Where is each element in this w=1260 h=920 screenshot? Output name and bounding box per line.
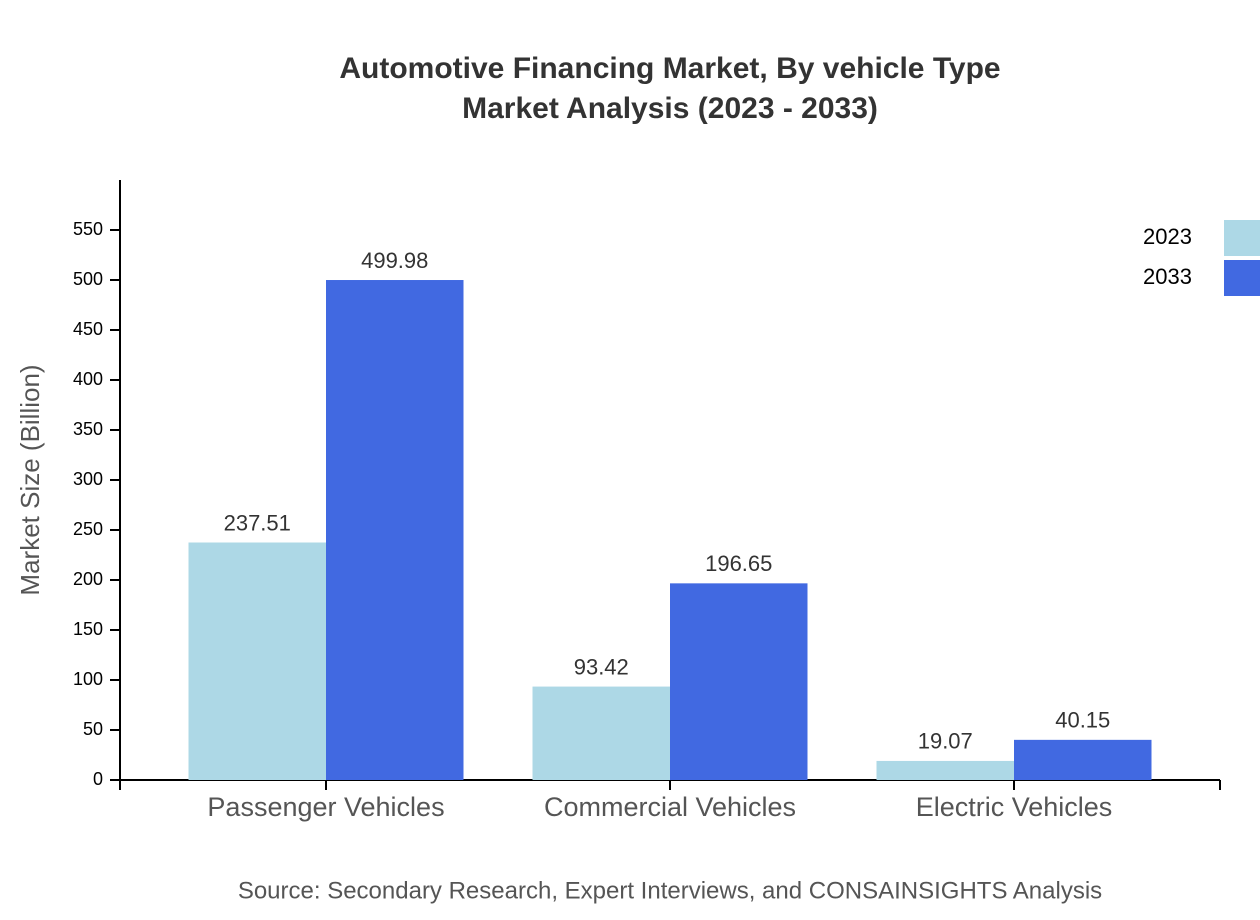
data-label: 40.15	[1055, 708, 1110, 733]
legend-swatch	[1224, 260, 1260, 296]
data-label: 19.07	[918, 729, 973, 754]
legend-label: 2023	[1143, 224, 1192, 249]
legend-swatch	[1224, 220, 1260, 256]
legend-label: 2033	[1143, 264, 1192, 289]
data-label: 196.65	[705, 551, 772, 576]
y-axis-label: Market Size (Billion)	[15, 364, 45, 595]
chart-title: Automotive Financing Market, By vehicle …	[339, 52, 1000, 85]
y-tick-label: 400	[73, 369, 103, 389]
data-label: 93.42	[574, 654, 629, 679]
data-label: 237.51	[224, 510, 291, 535]
bar	[670, 583, 808, 780]
y-tick-label: 500	[73, 269, 103, 289]
x-tick-label: Electric Vehicles	[916, 792, 1113, 822]
bar	[326, 280, 464, 780]
bar	[876, 760, 1014, 780]
y-tick-label: 350	[73, 419, 103, 439]
y-tick-label: 450	[73, 319, 103, 339]
x-tick-label: Commercial Vehicles	[544, 792, 796, 822]
bar	[532, 686, 670, 780]
y-tick-label: 0	[93, 769, 103, 789]
y-tick-label: 250	[73, 519, 103, 539]
x-tick-label: Passenger Vehicles	[207, 792, 444, 822]
source-note: Source: Secondary Research, Expert Inter…	[238, 877, 1102, 904]
bar	[1014, 739, 1152, 780]
bar	[188, 542, 326, 780]
y-tick-label: 100	[73, 669, 103, 689]
data-label: 499.98	[361, 248, 428, 273]
y-tick-label: 150	[73, 619, 103, 639]
y-tick-label: 200	[73, 569, 103, 589]
y-tick-label: 300	[73, 469, 103, 489]
y-tick-label: 550	[73, 219, 103, 239]
y-tick-label: 50	[83, 719, 103, 739]
chart-subtitle: Market Analysis (2023 - 2033)	[462, 92, 878, 125]
